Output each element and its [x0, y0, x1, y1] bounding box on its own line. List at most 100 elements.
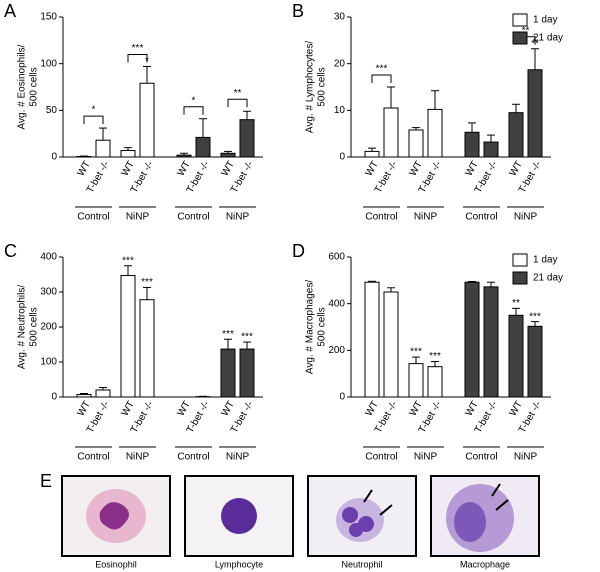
nucleus: [342, 507, 358, 523]
image-caption: Lymphocyte: [215, 559, 263, 569]
y-tick-label: 0: [51, 152, 57, 163]
significance: ***: [222, 329, 234, 340]
bar: [76, 394, 92, 398]
bar: [239, 119, 255, 158]
y-tick-label: 0: [51, 392, 57, 403]
image-caption: Eosinophil: [95, 559, 137, 569]
y-tick-label: 400: [40, 252, 57, 263]
x-tick-label: WT: [176, 399, 193, 418]
y-axis-label: 500 cells: [317, 67, 328, 106]
bracket: [127, 53, 148, 63]
legend-swatch: [512, 271, 528, 285]
arrow: [491, 483, 509, 511]
significance: ***: [141, 277, 153, 288]
y-axis-label: 500 cells: [29, 307, 40, 346]
x-tick-label: WT: [120, 159, 137, 178]
group-label: NiNP: [126, 212, 150, 223]
cell: [221, 498, 257, 534]
y-axis-label: Avg. # Macrophages/: [305, 280, 316, 375]
y-axis-label: 500 cells: [317, 307, 328, 346]
nucleus: [99, 502, 129, 530]
x-tick-label: WT: [464, 399, 481, 418]
bar: [508, 314, 524, 398]
y-tick-label: 0: [339, 152, 345, 163]
y-axis-label: Avg. # Lymphocytes/: [305, 41, 316, 133]
nucleus: [454, 502, 486, 542]
bar: [176, 154, 192, 158]
bar: [527, 325, 543, 398]
y-tick-label: 100: [40, 58, 57, 69]
y-tick-label: 20: [334, 58, 346, 69]
bar: [239, 348, 255, 398]
significance: ***: [529, 311, 541, 322]
legend-swatch: [512, 31, 528, 45]
bar: [220, 348, 236, 398]
arrow: [363, 489, 393, 516]
group-label: NiNP: [226, 212, 250, 223]
group-label: NiNP: [514, 452, 538, 463]
bracket: [83, 115, 104, 125]
x-tick-label: WT: [364, 159, 381, 178]
y-tick-label: 50: [46, 105, 58, 116]
significance: ***: [122, 255, 134, 266]
y-tick-label: 400: [328, 298, 345, 309]
bar: [139, 82, 155, 158]
y-tick-label: 30: [334, 12, 346, 23]
group-label: Control: [177, 452, 209, 463]
y-tick-label: 600: [328, 252, 345, 263]
panel-e-images: [61, 475, 540, 557]
significance: **: [512, 298, 520, 309]
legend-label: 1 day: [533, 15, 557, 26]
x-tick-label: WT: [220, 159, 237, 178]
bar: [483, 286, 499, 398]
x-tick-label: WT: [76, 159, 93, 178]
bar: [220, 152, 236, 158]
panel-letter: E: [40, 471, 52, 491]
group-label: Control: [177, 212, 209, 223]
group-label: NiNP: [414, 212, 438, 223]
bar: [95, 139, 111, 158]
bar: [508, 112, 524, 158]
group-label: Control: [77, 212, 109, 223]
group-label: Control: [365, 452, 397, 463]
y-tick-label: 10: [334, 105, 346, 116]
bracket: [183, 106, 204, 115]
y-tick-label: 150: [40, 12, 57, 23]
bar: [483, 141, 499, 158]
significance: *: [92, 105, 96, 116]
bar: [383, 107, 399, 158]
group-label: NiNP: [126, 452, 150, 463]
legend-swatch: [512, 253, 528, 267]
bar: [139, 299, 155, 398]
bar: [427, 108, 443, 158]
image-caption: Neutrophil: [341, 559, 382, 569]
significance: ***: [429, 351, 441, 362]
y-axis-label: Avg. # Neutrophils/: [17, 285, 28, 370]
nucleus: [349, 523, 363, 537]
x-tick-label: WT: [508, 159, 525, 178]
significance: ***: [410, 347, 422, 358]
y-axis-label: Avg. # Eosinophils/: [17, 44, 28, 129]
group-label: NiNP: [226, 452, 250, 463]
bracket: [227, 98, 248, 108]
legend-label: 21 day: [533, 33, 563, 44]
bar: [464, 281, 480, 398]
significance: **: [234, 88, 242, 99]
group-label: Control: [465, 212, 497, 223]
x-tick-label: WT: [464, 159, 481, 178]
legend-label: 21 day: [533, 273, 563, 284]
bar: [383, 291, 399, 398]
y-tick-label: 100: [40, 357, 57, 368]
x-tick-label: WT: [76, 399, 93, 418]
group-label: Control: [465, 452, 497, 463]
panel-letter: B: [292, 1, 304, 21]
bar: [364, 150, 380, 158]
bar: [408, 363, 424, 398]
x-tick-label: WT: [364, 399, 381, 418]
legend-swatch: [512, 13, 528, 27]
panel-letter: C: [4, 241, 17, 261]
group-label: Control: [77, 452, 109, 463]
x-tick-label: WT: [408, 159, 425, 178]
